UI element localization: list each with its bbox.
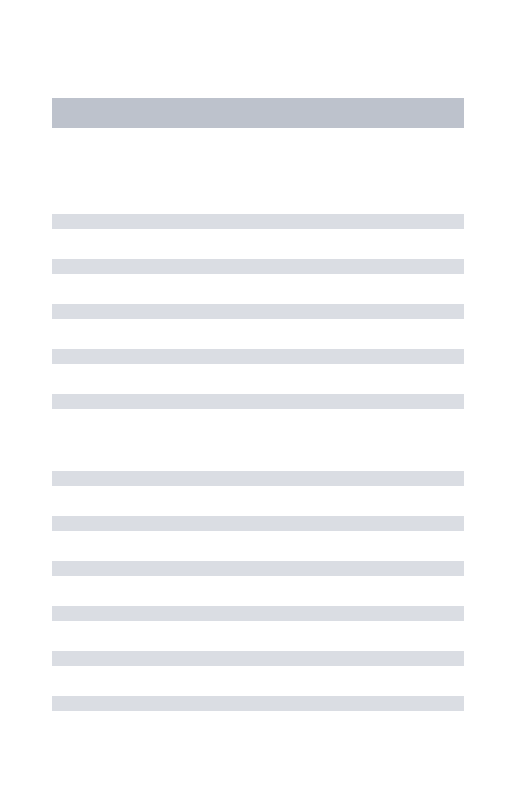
skeleton-line — [52, 259, 464, 274]
skeleton-line — [52, 561, 464, 576]
skeleton-paragraph-2 — [52, 471, 464, 711]
skeleton-line — [52, 214, 464, 229]
skeleton-line — [52, 349, 464, 364]
skeleton-paragraph-1 — [52, 214, 464, 409]
skeleton-title — [52, 98, 464, 128]
skeleton-line — [52, 394, 464, 409]
skeleton-line — [52, 606, 464, 621]
skeleton-line — [52, 516, 464, 531]
skeleton-line — [52, 471, 464, 486]
skeleton-line — [52, 696, 464, 711]
skeleton-line — [52, 304, 464, 319]
skeleton-document — [0, 98, 516, 711]
skeleton-line — [52, 651, 464, 666]
